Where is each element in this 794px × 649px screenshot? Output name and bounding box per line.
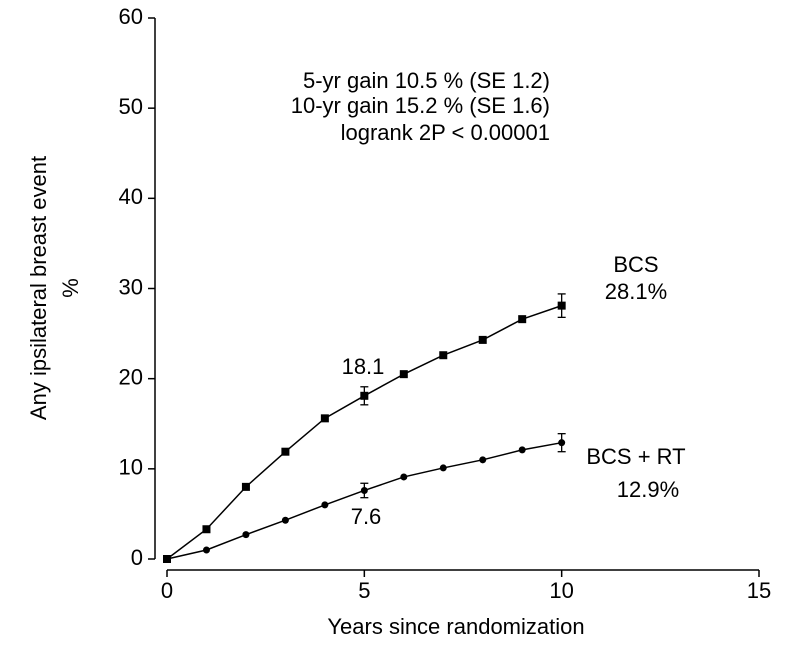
marker xyxy=(399,370,408,379)
marker xyxy=(281,516,289,524)
x-axis-label: Years since randomization xyxy=(327,614,584,639)
marker xyxy=(518,446,526,454)
annotation: 5-yr gain 10.5 % (SE 1.2) xyxy=(303,68,550,93)
y-axis-label: Any ipsilateral breast event xyxy=(26,156,51,420)
annotation: 12.9% xyxy=(617,477,679,502)
marker xyxy=(479,456,487,464)
y-tick-label: 30 xyxy=(119,274,143,299)
series-label: BCS xyxy=(613,252,658,277)
marker xyxy=(281,447,290,456)
marker xyxy=(202,525,211,534)
annotation: 18.1 xyxy=(342,354,385,379)
marker xyxy=(439,464,447,472)
y-tick-label: 50 xyxy=(119,94,143,119)
y-tick-label: 20 xyxy=(119,364,143,389)
marker xyxy=(242,531,250,539)
marker xyxy=(202,546,210,554)
error-bar xyxy=(557,293,566,319)
series-line xyxy=(166,441,562,560)
series-label: BCS + RT xyxy=(586,444,685,469)
marker xyxy=(400,473,408,481)
x-tick-label: 15 xyxy=(747,578,771,603)
y-tick-label: 40 xyxy=(119,184,143,209)
error-bar xyxy=(360,482,369,499)
marker xyxy=(518,315,527,324)
x-tick-label: 10 xyxy=(549,578,573,603)
x-tick-label: 5 xyxy=(358,578,370,603)
marker xyxy=(320,414,329,423)
annotation: 10-yr gain 15.2 % (SE 1.6) xyxy=(291,93,550,118)
marker xyxy=(439,351,448,360)
error-bar xyxy=(557,433,566,453)
marker xyxy=(241,482,250,491)
marker xyxy=(321,501,329,509)
annotation: logrank 2P < 0.00001 xyxy=(341,120,550,145)
annotation: 28.1% xyxy=(605,279,667,304)
y-tick-label: 60 xyxy=(119,4,143,29)
y-axis-label: % xyxy=(58,278,83,298)
marker xyxy=(163,555,171,563)
error-bar xyxy=(360,386,369,406)
marker xyxy=(478,335,487,344)
y-tick-label: 10 xyxy=(119,455,143,480)
x-tick-label: 0 xyxy=(161,578,173,603)
y-tick-label: 0 xyxy=(131,545,143,570)
annotation: 7.6 xyxy=(351,504,382,529)
